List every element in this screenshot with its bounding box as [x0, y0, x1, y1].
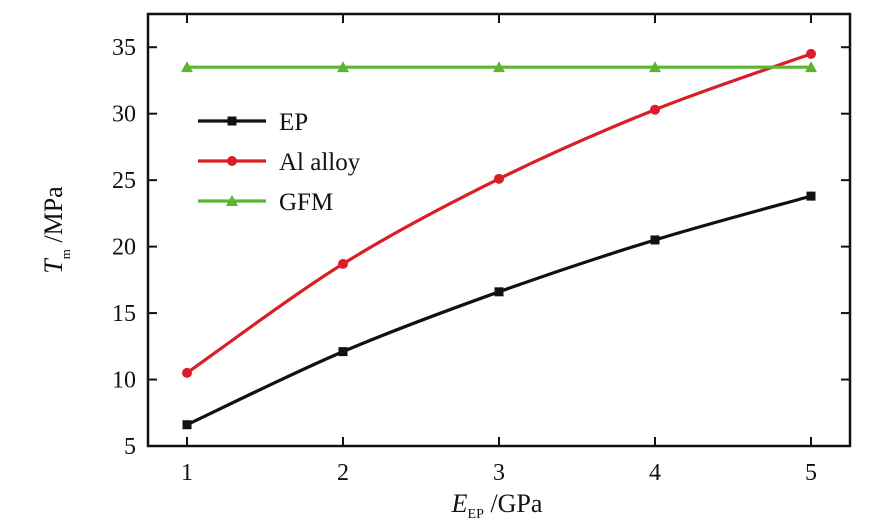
series-layer — [181, 48, 817, 430]
y-tick-label: 20 — [112, 235, 136, 261]
legend-label-ep: EP — [279, 109, 308, 136]
x-axis-label-unit: /GPa — [484, 489, 543, 518]
y-axis-label-unit: /MPa — [39, 186, 68, 249]
y-tick-label: 10 — [112, 368, 136, 394]
series-line-ep — [186, 194, 812, 427]
y-tick-label: 35 — [112, 35, 136, 61]
plot-frame — [146, 12, 852, 448]
data-point-al-alloy — [494, 173, 504, 184]
x-tick-label: 5 — [805, 460, 817, 486]
x-tick-label: 1 — [181, 460, 193, 486]
data-point-al-alloy — [182, 367, 192, 378]
data-point-gfm — [181, 61, 193, 73]
data-point-al-alloy — [806, 48, 816, 59]
legend-marker-ep — [227, 116, 237, 126]
x-tick-label: 3 — [493, 460, 505, 486]
legend-item-al-alloy: Al alloy — [198, 149, 361, 176]
y-tick-label: 25 — [112, 168, 136, 194]
data-point-ep — [806, 191, 816, 201]
legend-marker-gfm — [226, 195, 238, 206]
legend-item-ep: EP — [198, 109, 308, 136]
data-point-gfm — [649, 61, 661, 73]
series-gfm — [181, 61, 817, 73]
x-axis-label-main: E — [451, 489, 468, 518]
legend-marker-al-alloy — [227, 156, 237, 166]
y-tick-label: 30 — [112, 102, 136, 128]
legend: EP Al alloy GFM — [198, 109, 361, 216]
data-point-ep — [494, 287, 504, 297]
y-axis-label: Tm /MPa — [39, 186, 73, 274]
x-axis-label: EEP /GPa — [451, 489, 543, 522]
x-tick-label: 4 — [649, 460, 661, 486]
legend-label-gfm: GFM — [279, 189, 333, 216]
data-point-al-alloy — [650, 104, 660, 115]
y-tick-label: 5 — [124, 434, 136, 460]
data-point-ep — [182, 420, 192, 430]
legend-item-gfm: GFM — [198, 189, 333, 216]
data-point-ep — [338, 347, 348, 357]
y-axis-label-main: T — [39, 258, 68, 274]
data-point-al-alloy — [338, 258, 348, 269]
y-tick-label: 15 — [112, 301, 136, 327]
axis-ticks: 5 10 15 20 25 30 35 1 2 3 4 5 — [112, 14, 850, 486]
x-axis-label-sub: EP — [468, 507, 485, 522]
series-ep — [182, 191, 816, 430]
data-point-gfm — [805, 61, 817, 73]
data-point-gfm — [337, 61, 349, 73]
legend-label-al-alloy: Al alloy — [279, 149, 361, 176]
x-tick-label: 2 — [337, 460, 349, 486]
y-axis-label-sub: m — [58, 249, 73, 259]
data-point-ep — [650, 235, 660, 245]
series-al-alloy — [182, 48, 816, 378]
data-point-gfm — [493, 61, 505, 73]
